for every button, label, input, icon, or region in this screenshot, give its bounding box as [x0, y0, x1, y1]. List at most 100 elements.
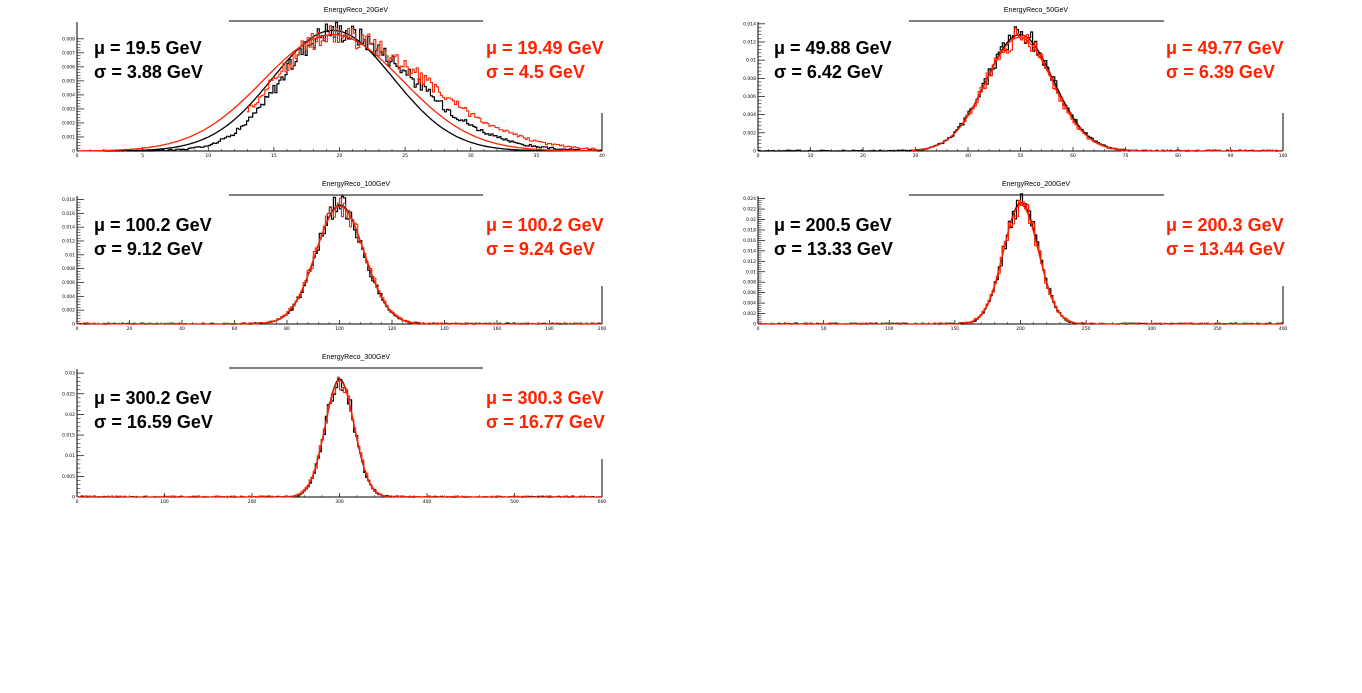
red-mean-label: μ = 200.3 GeV: [1166, 215, 1284, 235]
black-fit-curve: [263, 204, 417, 324]
y-tick-label: 0.001: [62, 134, 75, 140]
x-tick-label: 150: [951, 326, 960, 332]
panel-title: EnergyReco_50GeV: [1003, 7, 1069, 14]
x-tick-label: 0: [76, 499, 79, 505]
x-tick-label: 20: [337, 153, 343, 159]
black-histogram: [103, 21, 602, 152]
y-tick-label: 0.006: [62, 280, 75, 286]
y-tick-label: 0.014: [743, 21, 756, 27]
y-tick-label: 0.022: [743, 207, 756, 213]
black-mean-label: μ = 300.2 GeV: [94, 388, 212, 408]
panel-title: EnergyReco_200GeV: [1001, 181, 1071, 188]
y-tick-label: 0.018: [62, 197, 75, 203]
y-tick-label: 0.002: [743, 311, 756, 317]
x-tick-label: 0: [76, 326, 79, 332]
y-tick-label: 0.014: [62, 225, 75, 231]
y-tick-label: 0.004: [62, 294, 75, 300]
red-fit-curve: [78, 33, 598, 152]
x-tick-label: 20: [127, 326, 133, 332]
y-tick-label: 0.006: [62, 64, 75, 70]
y-tick-label: 0.012: [743, 259, 756, 265]
x-tick-label: 10: [205, 153, 211, 159]
black-histogram: [758, 193, 1283, 325]
black-mean-label: μ = 200.5 GeV: [774, 215, 892, 235]
x-tick-label: 0: [757, 153, 760, 159]
y-tick-label: 0.002: [62, 308, 75, 314]
x-tick-label: 100: [885, 326, 894, 332]
red-sigma-label: σ = 16.77 GeV: [486, 412, 605, 432]
black-mean-label: μ = 19.5 GeV: [94, 38, 202, 58]
y-tick-label: 0.01: [65, 453, 75, 459]
x-tick-label: 80: [284, 326, 290, 332]
panel-energyreco-50gev: EnergyReco_50GeV μ = 49.88 GeV σ = 6.42 …: [680, 0, 1300, 170]
x-tick-label: 120: [388, 326, 397, 332]
red-mean-label: μ = 49.77 GeV: [1166, 38, 1284, 58]
y-tick-label: 0.01: [65, 252, 75, 258]
red-fit-curve: [911, 36, 1127, 151]
y-tick-label: 0.01: [746, 269, 756, 275]
red-fit-curve: [262, 205, 418, 324]
x-tick-label: 200: [1016, 326, 1025, 332]
y-tick-label: 0: [753, 322, 756, 328]
y-tick-label: 0.005: [62, 78, 75, 84]
y-tick-label: 0: [72, 149, 75, 155]
black-mean-label: μ = 49.88 GeV: [774, 38, 892, 58]
x-tick-label: 100: [1279, 153, 1288, 159]
x-tick-label: 60: [232, 326, 238, 332]
x-tick-label: 200: [598, 326, 607, 332]
x-tick-label: 80: [1175, 153, 1181, 159]
x-tick-label: 0: [757, 326, 760, 332]
black-fit-curve: [911, 34, 1128, 151]
x-tick-label: 250: [1082, 326, 1091, 332]
x-tick-label: 25: [402, 153, 408, 159]
panel-title: EnergyReco_20GeV: [323, 7, 389, 14]
red-histogram: [77, 197, 602, 325]
x-tick-label: 70: [1123, 153, 1129, 159]
y-tick-label: 0.03: [65, 371, 75, 377]
x-tick-label: 350: [1213, 326, 1222, 332]
red-sigma-label: σ = 13.44 GeV: [1166, 239, 1285, 259]
y-tick-label: 0.004: [62, 92, 75, 98]
panel-energyreco-100gev: EnergyReco_100GeV μ = 100.2 GeV σ = 9.12…: [0, 173, 620, 343]
x-tick-label: 20: [860, 153, 866, 159]
black-sigma-label: σ = 3.88 GeV: [94, 62, 203, 82]
panel-energyreco-300gev: EnergyReco_300GeV μ = 300.2 GeV σ = 16.5…: [0, 346, 620, 516]
black-sigma-label: σ = 13.33 GeV: [774, 239, 893, 259]
y-tick-label: 0.01: [746, 58, 756, 64]
y-tick-label: 0.002: [743, 130, 756, 136]
red-mean-label: μ = 19.49 GeV: [486, 38, 604, 58]
black-histogram: [758, 26, 1283, 152]
y-tick-label: 0.012: [62, 238, 75, 244]
y-tick-label: 0.004: [743, 301, 756, 307]
x-tick-label: 90: [1228, 153, 1234, 159]
black-sigma-label: σ = 6.42 GeV: [774, 62, 883, 82]
y-tick-label: 0.02: [65, 412, 75, 418]
panel-energyreco-200gev: EnergyReco_200GeV μ = 200.5 GeV σ = 13.3…: [680, 173, 1300, 343]
x-tick-label: 30: [913, 153, 919, 159]
x-tick-label: 50: [1018, 153, 1024, 159]
x-tick-label: 400: [423, 499, 432, 505]
x-tick-label: 15: [271, 153, 277, 159]
x-tick-label: 100: [335, 326, 344, 332]
y-tick-label: 0.008: [743, 280, 756, 286]
black-sigma-label: σ = 9.12 GeV: [94, 239, 203, 259]
x-tick-label: 140: [440, 326, 449, 332]
x-tick-label: 160: [493, 326, 502, 332]
red-fit-curve: [964, 204, 1078, 324]
red-mean-label: μ = 100.2 GeV: [486, 215, 604, 235]
x-tick-label: 30: [468, 153, 474, 159]
y-tick-label: 0.008: [62, 266, 75, 272]
y-tick-label: 0: [72, 322, 75, 328]
red-sigma-label: σ = 4.5 GeV: [486, 62, 585, 82]
x-tick-label: 0: [76, 153, 79, 159]
red-histogram: [758, 200, 1283, 325]
x-tick-label: 300: [335, 499, 344, 505]
y-tick-label: 0.006: [743, 94, 756, 100]
y-tick-label: 0.018: [743, 227, 756, 233]
y-tick-label: 0: [753, 149, 756, 155]
y-tick-label: 0.004: [743, 112, 756, 118]
x-tick-label: 300: [1147, 326, 1156, 332]
black-histogram: [77, 378, 602, 498]
y-tick-label: 0.008: [62, 36, 75, 42]
